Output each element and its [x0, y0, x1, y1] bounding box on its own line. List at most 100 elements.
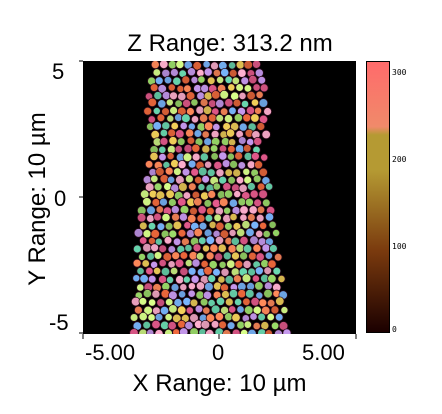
particle	[158, 258, 167, 268]
particle	[214, 252, 224, 262]
particle	[219, 229, 230, 239]
particle	[277, 274, 286, 283]
particle	[201, 174, 210, 184]
particle	[268, 244, 278, 253]
particle	[215, 113, 225, 123]
colorbar-tick-0: 0	[392, 325, 397, 334]
particle	[263, 107, 273, 116]
particle	[267, 273, 277, 284]
particle	[167, 321, 177, 331]
color-scale-bar	[366, 61, 390, 333]
particle	[206, 168, 216, 178]
particle	[236, 228, 246, 238]
particle	[232, 168, 242, 178]
particle	[250, 151, 260, 161]
particle	[155, 167, 165, 177]
particle	[150, 229, 160, 239]
particle	[268, 220, 277, 229]
particle	[182, 191, 192, 200]
particle	[241, 220, 251, 230]
particle	[258, 298, 268, 308]
particle	[215, 296, 226, 306]
y-axis-label: Y Range: 10 µm	[24, 112, 51, 286]
particle	[254, 266, 264, 276]
particle	[179, 121, 188, 131]
particle	[170, 68, 179, 77]
particle	[239, 251, 249, 261]
particle	[260, 153, 269, 162]
particle	[229, 212, 238, 222]
particle	[186, 213, 197, 224]
particle	[189, 313, 199, 323]
particle	[205, 313, 216, 323]
particle	[253, 106, 262, 115]
particle	[253, 136, 263, 146]
particle	[213, 213, 222, 222]
particle	[228, 305, 237, 314]
particle	[181, 75, 191, 85]
particle	[272, 228, 281, 237]
particle	[212, 268, 221, 277]
particle	[219, 107, 229, 116]
particle	[141, 259, 150, 268]
particle	[238, 136, 247, 145]
particle	[205, 235, 216, 245]
particle	[177, 160, 187, 170]
particle	[243, 175, 253, 185]
particle	[156, 222, 166, 231]
particle	[257, 312, 266, 322]
particle	[229, 160, 239, 169]
afm-image-canvas	[83, 61, 356, 334]
particle	[165, 98, 174, 107]
particle	[218, 320, 227, 330]
particle	[252, 61, 261, 69]
particle	[233, 190, 242, 199]
particle	[245, 288, 255, 299]
particle	[199, 152, 209, 162]
particle	[218, 175, 228, 185]
particle	[261, 129, 271, 140]
particle	[147, 274, 157, 284]
particle	[189, 298, 199, 308]
particle	[219, 89, 230, 100]
particle	[242, 167, 251, 176]
particle	[197, 205, 207, 215]
particle	[215, 221, 225, 231]
particle	[231, 76, 240, 85]
particle	[237, 68, 247, 78]
particle	[167, 83, 176, 92]
particle	[266, 298, 276, 308]
particle	[243, 320, 252, 329]
particle	[208, 260, 218, 270]
particle	[153, 182, 163, 192]
particle	[193, 197, 203, 207]
particle	[185, 174, 194, 184]
particle	[204, 160, 213, 169]
y-tick-neg5: -5	[49, 310, 69, 335]
particle	[144, 160, 154, 169]
particle	[237, 161, 246, 170]
particle	[231, 312, 241, 323]
particle	[214, 312, 224, 322]
particle	[153, 251, 163, 260]
particle	[163, 236, 173, 245]
particle	[246, 90, 256, 101]
particle	[174, 258, 185, 269]
particle	[178, 290, 187, 299]
particle	[164, 297, 174, 307]
particle	[197, 183, 206, 192]
particle	[275, 296, 285, 306]
particle	[258, 167, 268, 177]
particle	[139, 236, 148, 245]
x-tick-0: 0	[212, 340, 225, 365]
particle	[255, 291, 264, 300]
particle	[227, 83, 236, 92]
x-tick-neg5: -5.00	[85, 340, 136, 365]
particle	[260, 305, 271, 316]
particle	[267, 259, 277, 269]
particle	[203, 67, 213, 77]
colorbar-tick-200: 200	[392, 155, 407, 164]
particle	[202, 306, 211, 315]
particle	[134, 305, 143, 315]
